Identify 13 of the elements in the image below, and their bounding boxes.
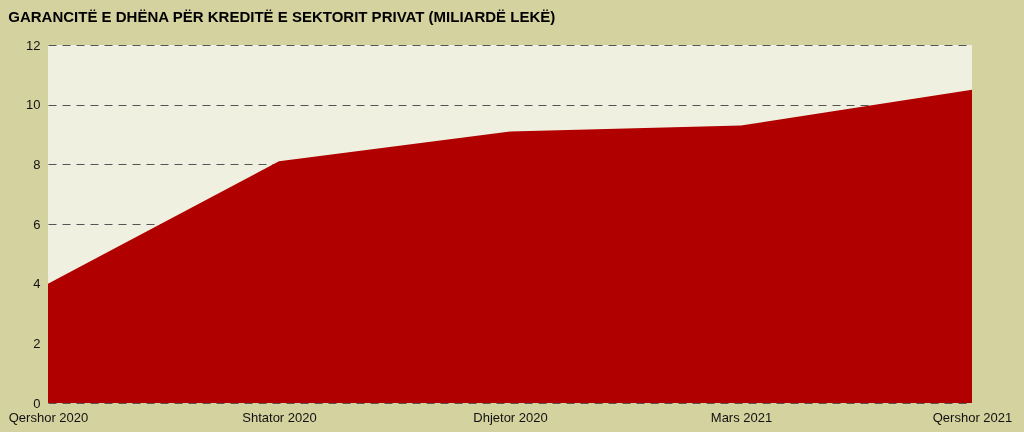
y-tick-label: 2 <box>33 335 41 351</box>
chart-title: GARANCITË E DHËNA PËR KREDITË E SEKTORIT PRIVAT (MILIARDË LEKË) <box>8 8 556 25</box>
x-tick-label: Mars 2021 <box>710 409 773 425</box>
x-tick-label: Qershor 2021 <box>932 409 1013 425</box>
x-tick-label: Qershor 2020 <box>8 409 89 425</box>
x-tick-label: Dhjetor 2020 <box>473 409 548 425</box>
x-tick-label: Shtator 2020 <box>242 409 317 425</box>
y-tick-label: 10 <box>26 97 41 113</box>
y-tick-label: 6 <box>33 216 41 232</box>
y-tick-label: 8 <box>33 156 41 172</box>
y-tick-label: 4 <box>33 276 41 292</box>
y-tick-label: 0 <box>33 395 41 411</box>
y-tick-label: 12 <box>26 37 41 53</box>
